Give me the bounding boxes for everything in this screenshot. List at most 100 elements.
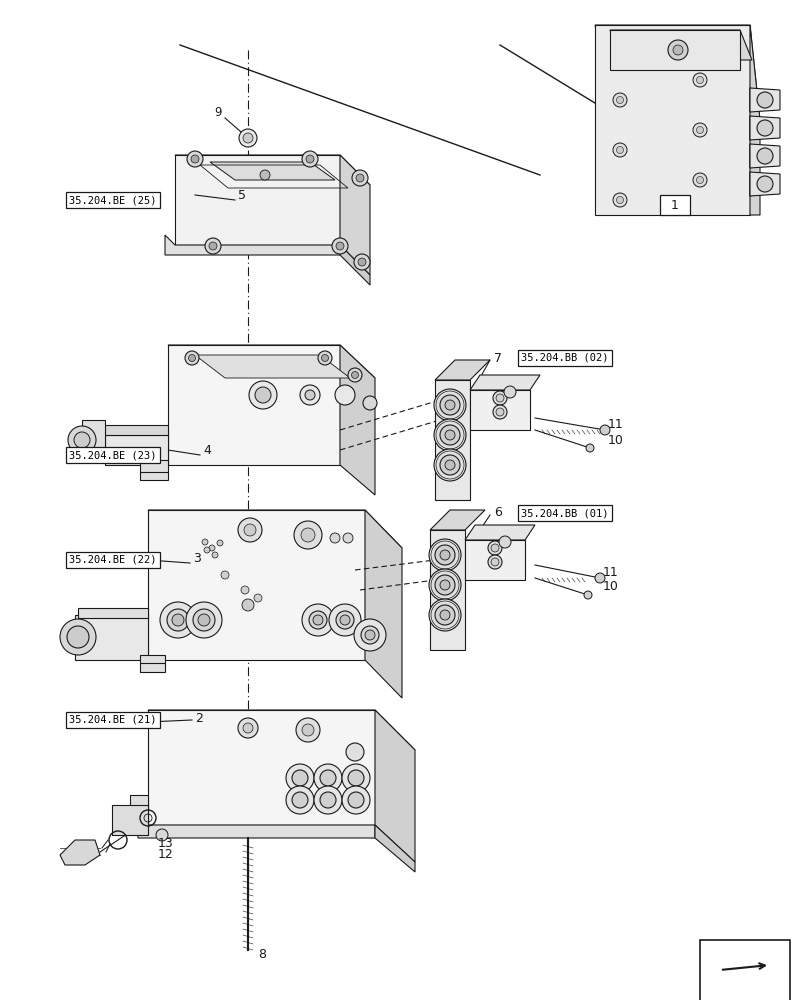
- Polygon shape: [210, 162, 335, 180]
- Circle shape: [314, 786, 341, 814]
- Text: 35.204.BE (21): 35.204.BE (21): [69, 715, 157, 725]
- Bar: [699, 940, 789, 1000]
- Text: 13: 13: [158, 837, 174, 850]
- Circle shape: [616, 147, 623, 154]
- Circle shape: [440, 550, 449, 560]
- Circle shape: [696, 127, 702, 134]
- Circle shape: [242, 133, 253, 143]
- Polygon shape: [340, 245, 370, 285]
- Polygon shape: [749, 88, 759, 112]
- Circle shape: [348, 368, 362, 382]
- Polygon shape: [112, 805, 148, 835]
- Text: 35.204.BE (25): 35.204.BE (25): [69, 195, 157, 205]
- Polygon shape: [594, 25, 749, 215]
- Circle shape: [217, 540, 223, 546]
- Circle shape: [285, 786, 314, 814]
- Polygon shape: [165, 235, 340, 255]
- Circle shape: [487, 555, 501, 569]
- Circle shape: [428, 599, 461, 631]
- Circle shape: [504, 386, 515, 398]
- Circle shape: [221, 571, 229, 579]
- Polygon shape: [749, 25, 759, 215]
- Circle shape: [309, 611, 327, 629]
- Text: 10: 10: [607, 434, 623, 446]
- Text: 11: 11: [603, 566, 618, 578]
- Polygon shape: [78, 608, 148, 618]
- Circle shape: [318, 351, 332, 365]
- Circle shape: [260, 170, 270, 180]
- Polygon shape: [435, 360, 489, 380]
- Text: 10: 10: [603, 580, 618, 593]
- Circle shape: [292, 770, 307, 786]
- Polygon shape: [430, 530, 465, 650]
- Circle shape: [296, 718, 320, 742]
- Circle shape: [167, 609, 189, 631]
- Circle shape: [188, 355, 195, 361]
- Circle shape: [299, 385, 320, 405]
- Circle shape: [586, 444, 594, 452]
- Circle shape: [440, 395, 460, 415]
- Polygon shape: [749, 144, 759, 168]
- Circle shape: [306, 155, 314, 163]
- Circle shape: [612, 93, 626, 107]
- Polygon shape: [365, 510, 401, 698]
- Circle shape: [335, 385, 354, 405]
- Polygon shape: [148, 510, 401, 548]
- Circle shape: [756, 148, 772, 164]
- Circle shape: [433, 449, 466, 481]
- Circle shape: [487, 541, 501, 555]
- Circle shape: [440, 455, 460, 475]
- Polygon shape: [139, 460, 168, 475]
- Polygon shape: [375, 825, 414, 872]
- Circle shape: [444, 400, 454, 410]
- Circle shape: [302, 604, 333, 636]
- Circle shape: [348, 792, 363, 808]
- Circle shape: [491, 544, 499, 552]
- Polygon shape: [749, 172, 759, 196]
- Circle shape: [365, 630, 375, 640]
- Circle shape: [185, 351, 199, 365]
- Circle shape: [696, 177, 702, 184]
- Circle shape: [363, 396, 376, 410]
- Circle shape: [242, 723, 253, 733]
- Circle shape: [433, 419, 466, 451]
- Polygon shape: [749, 116, 779, 140]
- Text: 7: 7: [493, 352, 501, 364]
- Circle shape: [348, 770, 363, 786]
- Circle shape: [68, 426, 96, 454]
- Circle shape: [238, 129, 257, 147]
- Text: 35.204.BE (22): 35.204.BE (22): [69, 555, 157, 565]
- Circle shape: [208, 242, 217, 250]
- Text: 11: 11: [607, 418, 623, 432]
- Circle shape: [294, 521, 322, 549]
- Circle shape: [692, 123, 706, 137]
- Circle shape: [302, 724, 314, 736]
- Circle shape: [433, 389, 466, 421]
- Circle shape: [583, 591, 591, 599]
- Circle shape: [756, 92, 772, 108]
- Text: 5: 5: [238, 189, 246, 202]
- Polygon shape: [749, 144, 779, 168]
- Text: 2: 2: [195, 711, 203, 724]
- Circle shape: [320, 770, 336, 786]
- Polygon shape: [609, 30, 751, 60]
- Circle shape: [435, 545, 454, 565]
- Circle shape: [428, 569, 461, 601]
- Circle shape: [314, 764, 341, 792]
- Polygon shape: [470, 375, 539, 390]
- Circle shape: [756, 120, 772, 136]
- Circle shape: [238, 718, 258, 738]
- Circle shape: [191, 155, 199, 163]
- Circle shape: [249, 381, 277, 409]
- Text: 35.204.BB (01): 35.204.BB (01): [521, 508, 608, 518]
- Circle shape: [187, 151, 203, 167]
- Circle shape: [594, 573, 604, 583]
- Polygon shape: [375, 710, 414, 862]
- Circle shape: [612, 193, 626, 207]
- Text: 35.204.BE (23): 35.204.BE (23): [69, 450, 157, 460]
- Polygon shape: [465, 525, 534, 540]
- Circle shape: [285, 764, 314, 792]
- Polygon shape: [175, 155, 340, 245]
- Circle shape: [354, 254, 370, 270]
- Circle shape: [67, 626, 89, 648]
